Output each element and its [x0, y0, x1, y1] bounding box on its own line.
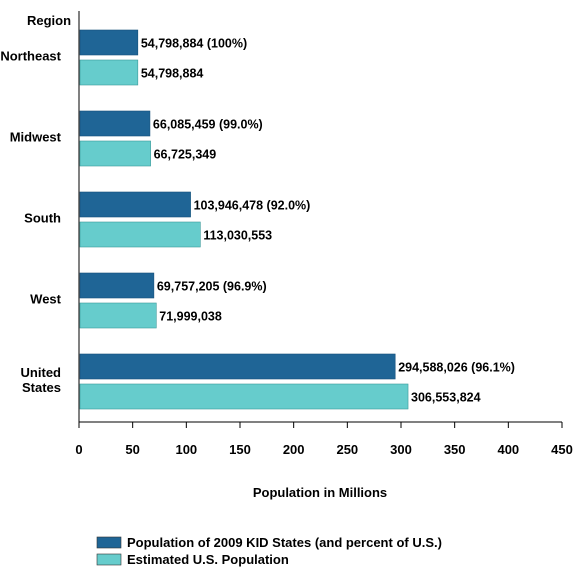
category-label-line: Northeast	[0, 49, 61, 64]
category-label-line: South	[24, 211, 61, 226]
us-population-bar	[79, 221, 201, 248]
bars-layer: Northeast 54,798,884 (100%) 54,798,884 Midw…	[0, 29, 515, 410]
legend-swatch-kid-states	[96, 536, 122, 549]
kid-states-data-label: 69,757,205 (96.9%)	[157, 280, 267, 294]
x-tick-label: 200	[283, 442, 305, 457]
kid-states-data-label: 54,798,884 (100%)	[141, 37, 247, 51]
category-label: United States	[21, 365, 62, 395]
us-population-bar	[79, 59, 139, 86]
x-axis-title: Population in Millions	[253, 485, 387, 500]
kid-states-data-label: 103,946,478 (92.0%)	[194, 199, 311, 213]
kid-states-data-label: 66,085,459 (99.0%)	[153, 118, 263, 132]
category-axis-title: Region	[27, 13, 71, 28]
kid-states-bar	[79, 110, 151, 137]
kid-states-bar	[79, 29, 139, 56]
x-tick-label: 150	[229, 442, 251, 457]
kid-states-data-label: 294,588,026 (96.1%)	[398, 361, 515, 375]
x-tick-label: 450	[551, 442, 573, 457]
category-label: Northeast	[0, 49, 61, 64]
kid-states-bar	[79, 353, 396, 380]
x-tick-label: 50	[125, 442, 139, 457]
us-population-data-label: 54,798,884	[141, 67, 204, 81]
x-tick-label: 0	[75, 442, 82, 457]
category-label: West	[30, 292, 61, 307]
x-axis: 0 50 100 150 200 250 300 350 400 450	[75, 11, 573, 457]
us-population-data-label: 71,999,038	[159, 310, 222, 324]
x-tick-label: 350	[444, 442, 466, 457]
category-label-line: United	[21, 365, 62, 380]
category-label: South	[24, 211, 61, 226]
us-population-bar	[79, 302, 157, 329]
us-population-bar	[79, 140, 151, 167]
x-tick-label: 400	[497, 442, 519, 457]
category-label-line: West	[30, 292, 61, 307]
x-tick-label: 300	[390, 442, 412, 457]
category-label-line: Midwest	[10, 130, 62, 145]
kid-states-bar	[79, 272, 155, 299]
kid-states-bar	[79, 191, 191, 218]
x-tick-label: 250	[336, 442, 358, 457]
us-population-data-label: 66,725,349	[154, 148, 217, 162]
category-label: Midwest	[10, 130, 62, 145]
legend-label-kid-states: Population of 2009 KID States (and perce…	[127, 535, 442, 550]
legend-swatch-us-population	[96, 553, 122, 566]
category-label-line: States	[22, 380, 61, 395]
us-population-bar	[79, 383, 409, 410]
legend-label-us-population: Estimated U.S. Population	[127, 552, 289, 567]
us-population-data-label: 306,553,824	[411, 391, 481, 405]
x-tick-label: 100	[175, 442, 197, 457]
us-population-data-label: 113,030,553	[203, 229, 272, 243]
legend: Population of 2009 KID States (and perce…	[96, 535, 442, 567]
